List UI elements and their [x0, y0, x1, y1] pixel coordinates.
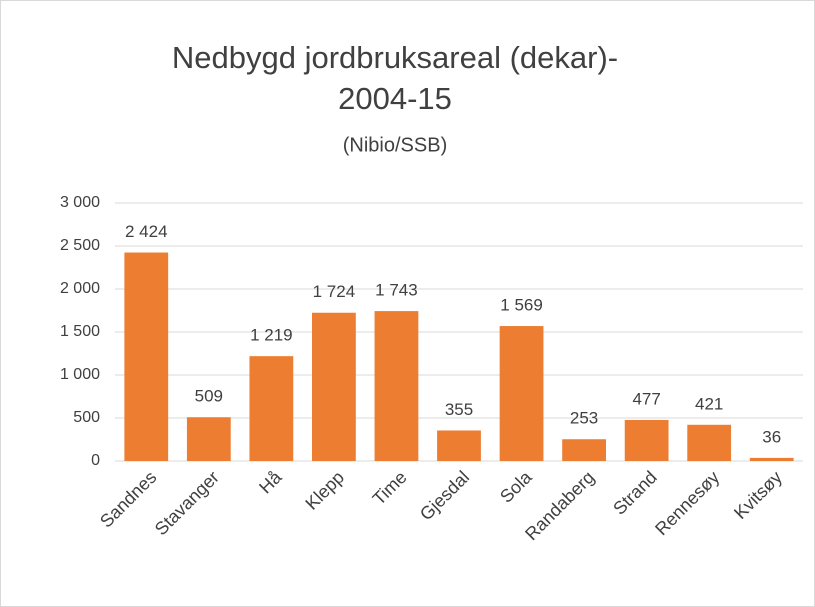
y-tick-label: 1 500	[60, 323, 100, 340]
y-tick-label: 3 000	[60, 194, 100, 211]
bar	[124, 252, 169, 461]
chart-title: 2004-15	[338, 81, 452, 116]
bar	[374, 311, 419, 461]
data-label: 253	[570, 409, 598, 428]
bar	[749, 457, 794, 461]
data-label: 477	[632, 389, 660, 408]
bar	[249, 356, 294, 461]
chart-subtitle: (Nibio/SSB)	[343, 134, 447, 156]
y-tick-label: 1 000	[60, 366, 100, 383]
data-label: 2 424	[125, 222, 168, 241]
data-label: 421	[695, 394, 723, 413]
y-tick-label: 500	[73, 409, 100, 426]
data-label: 1 743	[375, 281, 418, 300]
bar	[499, 326, 544, 461]
data-label: 1 724	[313, 282, 356, 301]
data-label: 355	[445, 400, 473, 419]
chart-title: Nedbygd jordbruksareal (dekar)-	[172, 40, 618, 75]
data-label: 1 569	[500, 296, 543, 315]
bar	[437, 430, 481, 461]
bar	[186, 417, 231, 461]
y-tick-label: 2 000	[60, 280, 100, 297]
bar	[562, 439, 606, 461]
bar	[624, 419, 669, 461]
bar	[687, 424, 732, 461]
data-label: 36	[762, 427, 781, 446]
bar	[312, 312, 356, 461]
y-tick-label: 0	[91, 452, 100, 469]
y-tick-label: 2 500	[60, 237, 100, 254]
data-label: 1 219	[250, 326, 293, 345]
data-label: 509	[195, 387, 223, 406]
